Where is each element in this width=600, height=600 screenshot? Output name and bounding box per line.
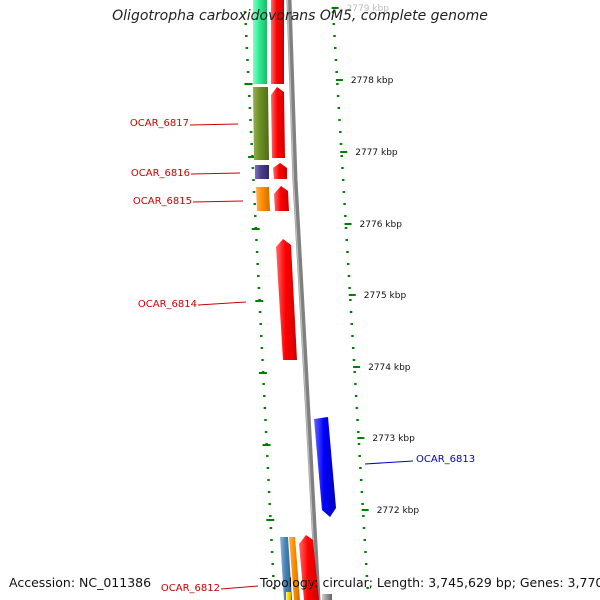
gene-feature-arrow	[299, 535, 319, 600]
kbp-label: 2774 kbp	[368, 363, 411, 373]
genome-backbone-highlight	[286, 0, 318, 600]
gene-feature-arrow	[273, 163, 287, 179]
gene-label: OCAR_6814	[138, 299, 197, 310]
gene-label: OCAR_6812	[161, 583, 220, 594]
gene-feature-ocar_6816	[255, 165, 269, 179]
map-title: Oligotropha carboxidovorans OM5, complet…	[112, 8, 488, 24]
kbp-label: 2775 kbp	[364, 291, 407, 301]
gene-label: OCAR_6816	[131, 168, 190, 179]
gene-feature-ocar_6817	[253, 87, 269, 160]
gene-feature-arrow	[274, 186, 289, 211]
kbp-label: 2779 kbp	[347, 4, 390, 14]
gene-label-leader	[192, 200, 244, 203]
gene-feature-ocar_6813	[314, 417, 336, 517]
genome-backbone	[286, 0, 321, 600]
kbp-label: 2773 kbp	[372, 434, 415, 444]
kbp-label: 2778 kbp	[351, 76, 394, 86]
gene-feature-block	[289, 537, 300, 600]
gene-feature-block	[271, 0, 284, 84]
gene-label: OCAR_6815	[133, 196, 192, 207]
gene-label: OCAR_6813	[416, 454, 475, 465]
accession-text: Accession: NC_011386	[9, 575, 152, 590]
gene-feature-ocar_6814	[276, 239, 297, 360]
kbp-label: 2772 kbp	[377, 506, 420, 516]
gene-feature-arrow	[271, 87, 285, 158]
gene-feature-block	[286, 592, 291, 600]
gene-feature-block	[322, 594, 332, 600]
kbp-label: 2776 kbp	[360, 220, 403, 230]
gene-label: OCAR_6817	[130, 118, 189, 129]
gene-label-leader	[364, 460, 414, 465]
gene-feature-ocar_6815	[256, 187, 270, 211]
topology-text: Topology: circular; Length: 3,745,629 bp…	[260, 575, 600, 590]
gene-label-leader	[189, 123, 239, 126]
gene-label-leader	[220, 585, 259, 590]
gene-feature-ocar_6812	[280, 537, 292, 600]
gene-feature-block	[253, 0, 267, 84]
gene-label-leader	[190, 172, 241, 175]
kbp-label: 2777 kbp	[355, 148, 398, 158]
gene-label-leader	[197, 301, 247, 306]
